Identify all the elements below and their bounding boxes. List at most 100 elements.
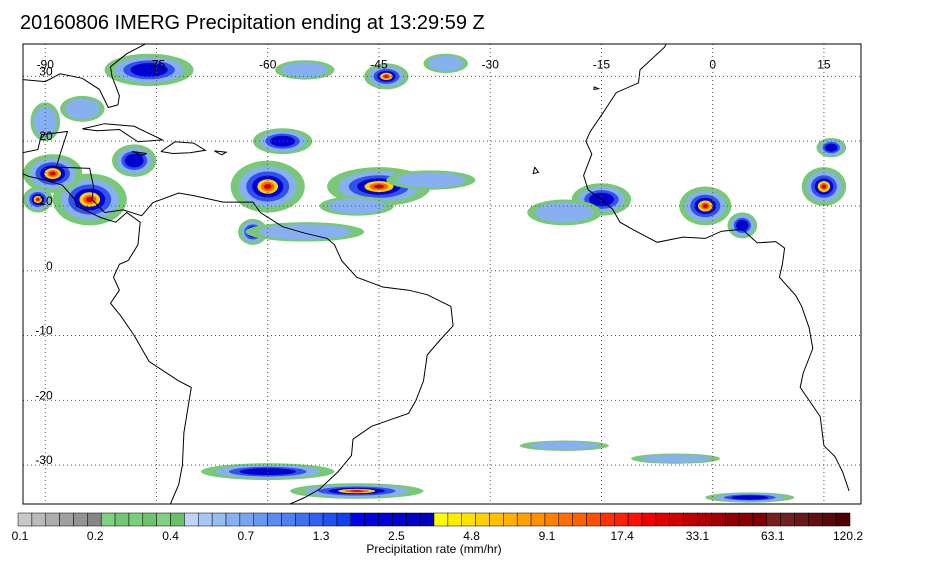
colorbar-swatch <box>641 512 657 527</box>
colorbar-swatch <box>170 512 185 527</box>
colorbar-swatch <box>87 512 102 527</box>
coastline <box>23 44 147 109</box>
precip-cell <box>270 135 296 147</box>
colorbar-swatch <box>142 512 157 527</box>
colorbar-swatch <box>59 512 74 527</box>
precip-cell <box>821 184 827 189</box>
colorbar-swatch <box>392 512 407 527</box>
precip-cell <box>825 143 838 152</box>
colorbar-title: Precipitation rate (mm/hr) <box>366 542 502 556</box>
colorbar-tick-label: 4.8 <box>463 529 480 543</box>
precip-cell <box>640 454 711 463</box>
colorbar-tick-label: 63.1 <box>761 529 785 543</box>
precip-cell <box>86 196 94 203</box>
colorbar-swatch <box>669 512 684 527</box>
colorbar-swatch <box>738 512 754 527</box>
coastline-layer <box>23 44 850 504</box>
precip-cell <box>529 441 600 450</box>
colorbar-swatch <box>128 512 144 527</box>
precip-cell <box>64 98 100 119</box>
colorbar-swatch <box>544 512 560 527</box>
precip-cell <box>736 219 749 231</box>
lon-tick-label: -90 <box>37 58 55 72</box>
colorbar-swatch <box>295 512 310 527</box>
colorbar-swatch <box>724 512 740 527</box>
precip-cell <box>33 106 57 137</box>
colorbar-swatch <box>489 512 504 527</box>
lon-tick-label: -30 <box>482 58 500 72</box>
colorbar-swatch <box>835 512 851 527</box>
colorbar-swatch <box>73 512 88 527</box>
colorbar-tick-label: 0.1 <box>11 529 29 543</box>
lon-tick-label: -60 <box>259 58 277 72</box>
colorbar-tick-label: 1.3 <box>312 529 330 543</box>
lat-tick-label: -30 <box>35 453 53 467</box>
colorbar-swatch <box>239 512 254 527</box>
colorbar-tick-label: 17.4 <box>610 529 634 543</box>
lon-tick-label: -45 <box>370 58 388 72</box>
lat-tick-label: 20 <box>39 129 53 143</box>
precip-cell <box>49 171 56 176</box>
colorbar-tick-label: 0.4 <box>162 529 179 543</box>
precip-cell <box>535 202 594 223</box>
colorbar-tick-label: 0.2 <box>86 529 104 543</box>
colorbar-swatch <box>225 512 241 527</box>
colorbar-swatch <box>808 512 823 527</box>
lat-tick-label: 30 <box>39 64 53 78</box>
colorbar-swatch <box>683 512 698 527</box>
lat-tick-label: 0 <box>46 259 53 273</box>
precip-cell <box>36 198 40 201</box>
colorbar-tick-label: 120.2 <box>832 529 864 543</box>
colorbar-swatch <box>184 512 199 527</box>
colorbar-swatch <box>406 512 421 527</box>
tick-labels: -90 -75 -60 -45 -30 -15 0 15 30 20 10 0 -10 -20 -30 <box>35 58 831 468</box>
precip-cell <box>327 198 386 214</box>
lat-tick-label: -20 <box>35 388 53 402</box>
lon-tick-label: -75 <box>148 58 166 72</box>
colorbar-swatch <box>614 512 629 527</box>
colorbar-swatch <box>822 512 837 527</box>
colorbar-tick-label: 2.5 <box>388 529 405 543</box>
coastline <box>131 151 147 156</box>
colorbar-swatch <box>572 512 587 527</box>
coastline <box>583 44 850 492</box>
precip-cell <box>281 62 328 78</box>
colorbar-swatch <box>364 512 379 527</box>
map-frame <box>22 43 862 505</box>
colorbar-swatch <box>752 512 768 527</box>
colorbar-swatch <box>308 512 324 527</box>
colorbar-swatch <box>322 512 338 527</box>
colorbar-swatch <box>433 512 449 527</box>
colorbar-swatch <box>281 512 296 527</box>
colorbar-swatch <box>794 512 809 527</box>
lon-tick-label: -15 <box>593 58 611 72</box>
colorbar-tick-label: 33.1 <box>685 529 710 543</box>
colorbar-swatch <box>461 512 476 527</box>
precip-cell <box>702 204 708 208</box>
map-title: 20160806 IMERG Precipitation ending at 1… <box>20 12 485 34</box>
coastline <box>23 130 454 504</box>
precip-cell <box>396 172 466 188</box>
precip-cell <box>384 75 389 78</box>
coastline <box>160 141 207 155</box>
colorbar-swatch <box>350 512 365 527</box>
colorbar-swatch <box>419 512 435 527</box>
colorbar-swatch <box>45 512 60 527</box>
colorbar-swatch <box>17 512 33 527</box>
colorbar-swatch <box>475 512 490 527</box>
precip-cell <box>258 224 352 240</box>
colorbar-swatch <box>267 512 282 527</box>
precip-cell <box>350 490 364 492</box>
colorbar-swatch <box>766 512 781 527</box>
colorbar-swatch <box>627 512 643 527</box>
colorbar-swatch <box>156 512 171 527</box>
precip-cell <box>428 55 464 72</box>
coastline <box>82 123 165 143</box>
colorbar-swatch <box>198 512 213 527</box>
colorbar-swatch <box>697 512 712 527</box>
map-background <box>23 44 861 504</box>
graticule <box>23 44 861 504</box>
precip-cell <box>130 63 168 77</box>
lon-tick-label: 0 <box>709 58 716 72</box>
